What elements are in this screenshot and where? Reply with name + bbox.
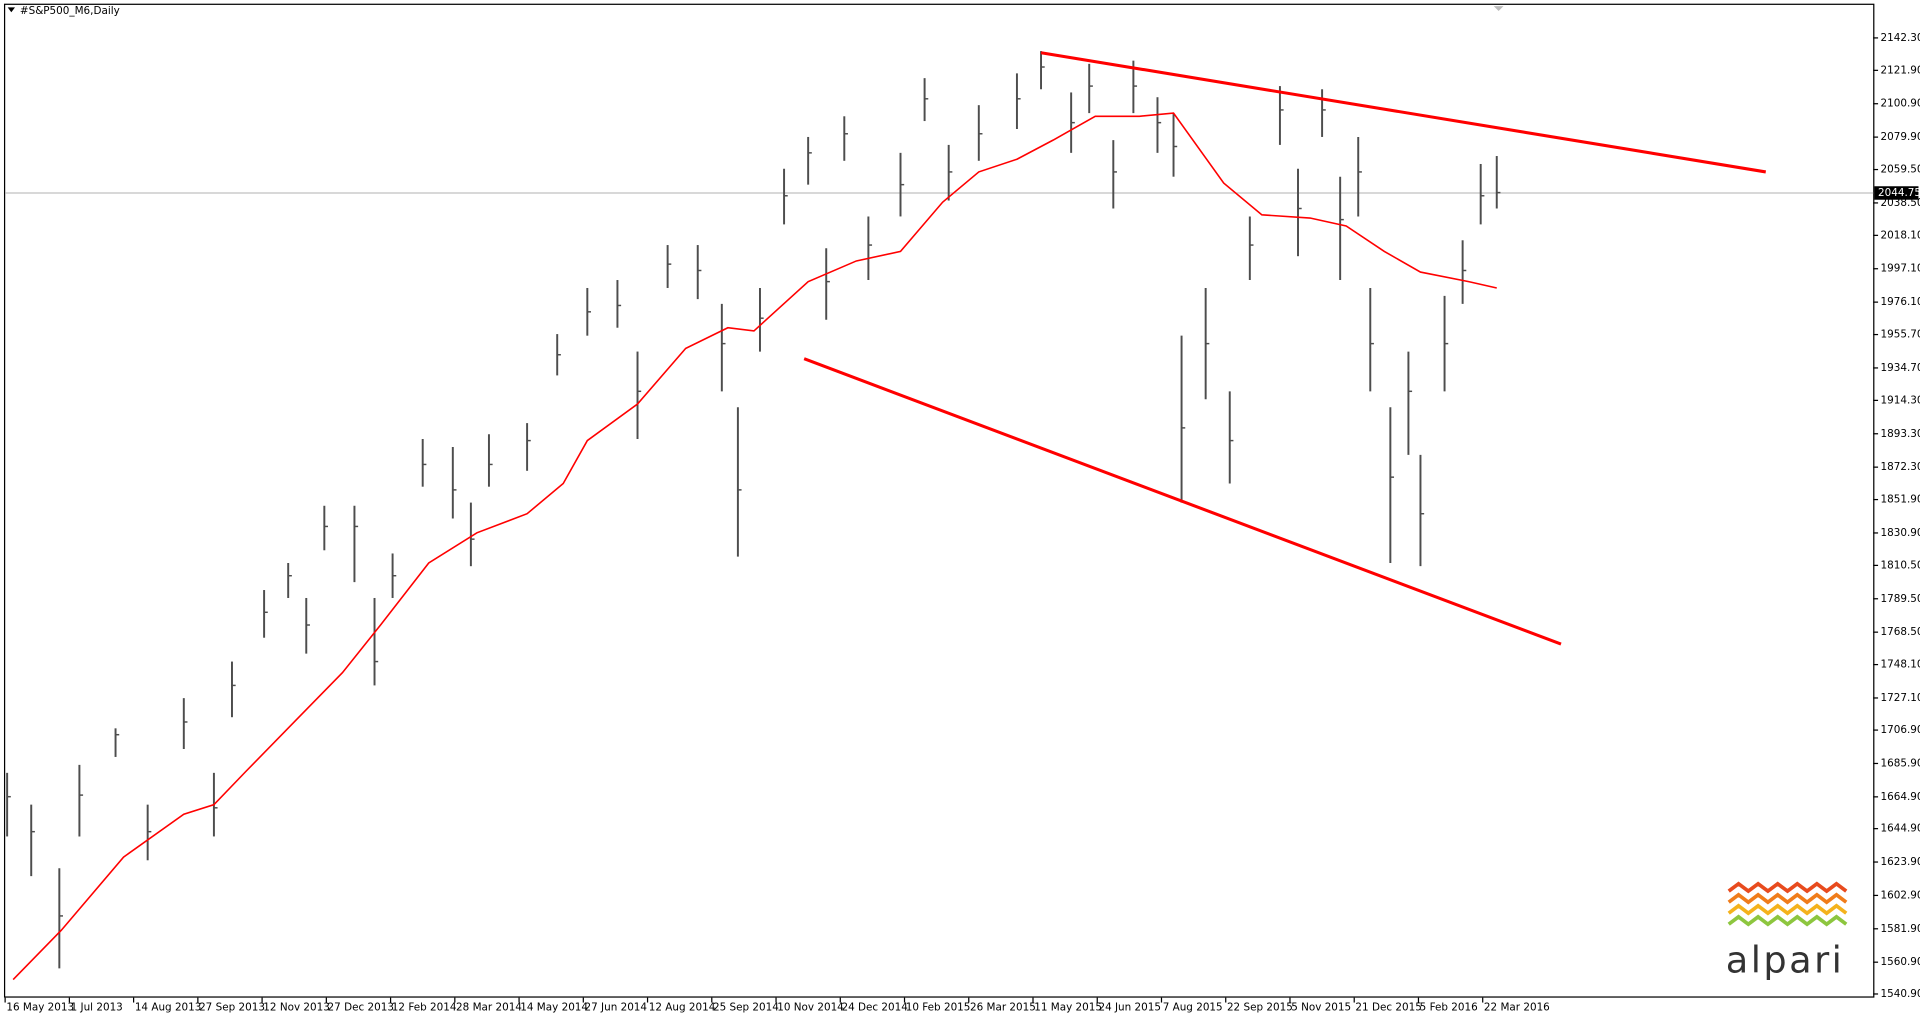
y-tick-label: 1748.10 bbox=[1881, 659, 1920, 671]
y-tick-label: 1851.90 bbox=[1881, 494, 1920, 506]
x-tick-label: 12 Nov 2013 bbox=[263, 1001, 330, 1013]
y-tick-label: 1810.50 bbox=[1881, 559, 1920, 571]
y-tick-label: 1727.10 bbox=[1881, 692, 1920, 704]
y-tick-label: 1976.10 bbox=[1881, 296, 1920, 308]
x-tick-label: 25 Sep 2014 bbox=[713, 1001, 779, 1013]
x-tick-label: 22 Sep 2015 bbox=[1227, 1001, 1293, 1013]
x-tick-label: 5 Feb 2016 bbox=[1420, 1001, 1478, 1013]
y-tick-label: 1685.90 bbox=[1881, 757, 1920, 769]
last-price-label: 2044.75 bbox=[1878, 187, 1920, 199]
x-tick-label: 10 Feb 2015 bbox=[906, 1001, 971, 1013]
moving-average bbox=[12, 112, 1497, 981]
y-tick-label: 1789.50 bbox=[1881, 593, 1920, 605]
x-tick-label: 24 Jun 2015 bbox=[1098, 1001, 1161, 1013]
y-tick-label: 1997.10 bbox=[1881, 263, 1920, 275]
y-tick-label: 1830.90 bbox=[1881, 527, 1920, 539]
y-tick-label: 2142.30 bbox=[1881, 32, 1920, 44]
y-tick-label: 1768.50 bbox=[1881, 626, 1920, 638]
y-tick-label: 2100.90 bbox=[1881, 98, 1920, 110]
last-price-box bbox=[1874, 186, 1919, 200]
y-tick-label: 2018.10 bbox=[1881, 229, 1920, 241]
logo-wave bbox=[1727, 914, 1848, 927]
logo-text: alpari bbox=[1726, 939, 1845, 982]
logo-wave bbox=[1727, 892, 1848, 905]
x-tick-label: 27 Jun 2014 bbox=[585, 1001, 648, 1013]
x-tick-label: 12 Aug 2014 bbox=[649, 1001, 716, 1013]
y-tick-label: 1872.30 bbox=[1881, 461, 1920, 473]
x-tick-label: 10 Nov 2014 bbox=[777, 1001, 844, 1013]
logo-wave bbox=[1727, 881, 1848, 894]
chart-title: #S&P500_M6,Daily bbox=[20, 5, 120, 17]
x-tick-label: 14 Aug 2013 bbox=[135, 1001, 202, 1013]
x-tick-label: 28 Mar 2014 bbox=[456, 1001, 522, 1013]
x-tick-label: 12 Feb 2014 bbox=[392, 1001, 457, 1013]
trend-line bbox=[1040, 51, 1767, 174]
plot-frame bbox=[3, 3, 1875, 998]
y-tick-label: 1644.90 bbox=[1881, 823, 1920, 835]
x-tick-label: 27 Sep 2013 bbox=[199, 1001, 265, 1013]
y-tick-label: 2038.50 bbox=[1881, 197, 1920, 209]
y-tick-label: 1664.90 bbox=[1881, 791, 1920, 803]
logo: alpari bbox=[1726, 881, 1848, 982]
scroll-marker bbox=[1493, 6, 1504, 12]
trend-line bbox=[803, 357, 1562, 646]
x-tick-label: 7 Aug 2015 bbox=[1163, 1001, 1223, 1013]
x-tick-label: 26 Mar 2015 bbox=[970, 1001, 1036, 1013]
y-tick-label: 1540.90 bbox=[1881, 988, 1920, 1000]
x-tick-label: 1 Jul 2013 bbox=[71, 1001, 123, 1013]
menu-arrow[interactable] bbox=[7, 7, 15, 13]
x-tick-label: 5 Nov 2015 bbox=[1291, 1001, 1351, 1013]
x-tick-label: 16 May 2013 bbox=[6, 1001, 74, 1013]
y-tick-label: 1581.90 bbox=[1881, 923, 1920, 935]
y-tick-label: 1602.90 bbox=[1881, 889, 1920, 901]
x-tick-label: 14 May 2014 bbox=[520, 1001, 588, 1013]
x-tick-label: 22 Mar 2016 bbox=[1484, 1001, 1550, 1013]
y-tick-label: 2059.50 bbox=[1881, 164, 1920, 176]
y-tick-label: 2121.90 bbox=[1881, 64, 1920, 76]
y-tick-label: 1560.90 bbox=[1881, 956, 1920, 968]
y-tick-label: 2079.90 bbox=[1881, 131, 1920, 143]
y-tick-label: 1706.90 bbox=[1881, 724, 1920, 736]
y-tick-label: 1934.70 bbox=[1881, 362, 1920, 374]
y-tick-label: 1623.90 bbox=[1881, 856, 1920, 868]
x-tick-label: 21 Dec 2015 bbox=[1355, 1001, 1421, 1013]
y-tick-label: 1914.30 bbox=[1881, 394, 1920, 406]
x-tick-label: 11 May 2015 bbox=[1034, 1001, 1102, 1013]
x-tick-label: 24 Dec 2014 bbox=[842, 1001, 909, 1013]
y-tick-label: 1955.70 bbox=[1881, 329, 1920, 341]
logo-wave bbox=[1727, 903, 1848, 916]
x-tick-label: 27 Dec 2013 bbox=[328, 1001, 394, 1013]
y-tick-label: 1893.30 bbox=[1881, 428, 1920, 440]
